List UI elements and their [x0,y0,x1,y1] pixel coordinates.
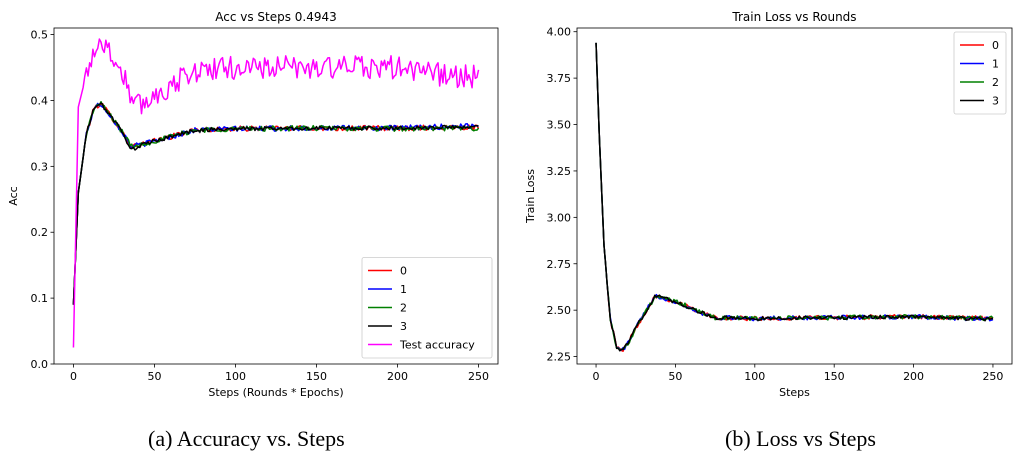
legend-label: 2 [992,76,999,89]
legend-label: 3 [992,95,999,108]
axes-frame-1 [576,27,1013,365]
series-line-1-0 [595,42,994,352]
y-tick-label: 0.5 [31,29,49,42]
legend-label: 0 [400,265,407,278]
legend-label: 1 [400,283,407,296]
caption-b: (b) Loss vs Steps [725,426,876,451]
y-tick-label: 3.50 [547,119,572,132]
y-tick-label: 3.75 [547,72,572,85]
chart-title: Acc vs Steps 0.4943 [215,10,337,24]
series-line-1-1 [595,42,994,351]
y-tick-label: 3.25 [547,165,572,178]
y-tick-label: 0.3 [31,160,49,173]
x-tick-label: 200 [903,370,924,383]
plot-area-1 [595,42,994,352]
x-tick-label: 150 [306,370,327,383]
y-tick-label: 4.00 [547,26,572,39]
y-axis-label: Acc [7,186,20,205]
y-tick-label: 2.75 [547,258,572,271]
legend-label: 0 [992,39,999,52]
y-tick-label: 3.00 [547,211,572,224]
legend-label: 3 [400,320,407,333]
x-tick-label: 50 [147,370,161,383]
legend-box [361,257,493,359]
series-line-0-3 [72,102,479,305]
x-tick-label: 0 [593,370,600,383]
legend-label: 2 [400,302,407,315]
legend-1: 0 1 2 3 [953,31,1007,115]
y-tick-label: 2.25 [547,351,572,364]
y-tick-label: 0.4 [31,94,49,107]
x-axis-label: Steps (Rounds * Epochs) [208,386,343,399]
legend-0: 0 1 2 3 Test accuracy [361,257,493,359]
y-tick-label: 0.0 [31,358,49,371]
chart-title: Train Loss vs Rounds [731,10,856,24]
y-tick-label: 2.50 [547,304,572,317]
legend-label: Test accuracy [399,339,475,352]
x-tick-label: 200 [387,370,408,383]
y-axis-label: Train Loss [524,169,537,224]
y-tick-label: 0.2 [31,226,49,239]
x-tick-label: 100 [744,370,765,383]
x-tick-label: 50 [668,370,682,383]
caption-a: (a) Accuracy vs. Steps [148,426,345,451]
legend-box [953,31,1007,115]
y-tick-label: 0.1 [31,292,49,305]
x-tick-label: 150 [824,370,845,383]
plot-area-0 [72,38,480,348]
series-line-0-4 [72,38,480,348]
axes-frame-0 [53,27,499,365]
x-tick-label: 250 [468,370,489,383]
x-axis-label: Steps [779,386,810,399]
series-line-1-3 [595,42,994,352]
x-tick-label: 0 [70,370,77,383]
x-tick-label: 100 [225,370,246,383]
x-tick-label: 250 [982,370,1003,383]
series-line-1-2 [595,42,994,351]
legend-label: 1 [992,58,999,71]
